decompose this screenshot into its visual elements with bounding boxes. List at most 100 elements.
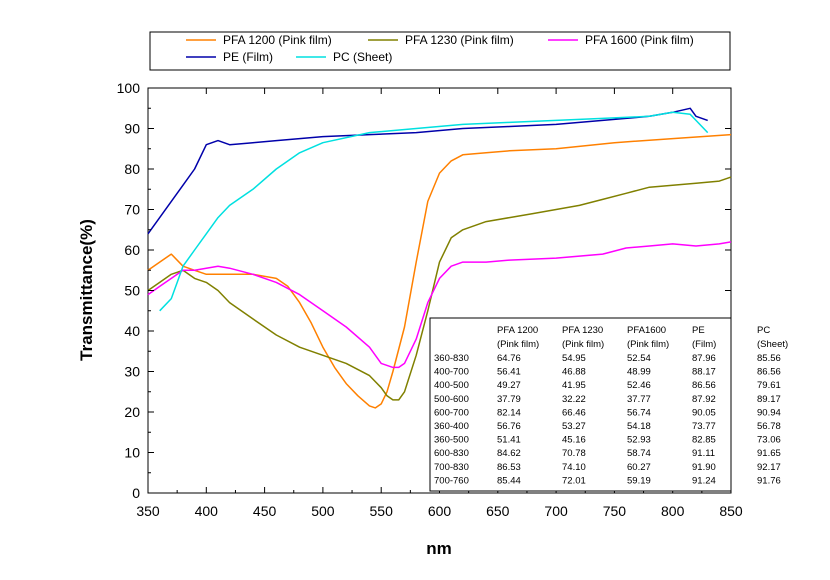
table-cell: 91.90 <box>692 462 716 473</box>
table-cell: 79.61 <box>757 380 781 391</box>
series-layer <box>147 107 732 409</box>
table-cell: 70.78 <box>562 448 586 459</box>
x-tick-label: 850 <box>719 503 743 519</box>
y-tick-label: 40 <box>124 323 140 339</box>
y-tick-label: 50 <box>124 283 140 299</box>
legend-label-3: PE (Film) <box>223 50 273 64</box>
table-cell: 73.06 <box>757 435 781 446</box>
table-cell: 59.19 <box>627 475 651 486</box>
table-cell: 60.27 <box>627 462 651 473</box>
legend-label-1: PFA 1230 (Pink film) <box>405 33 514 47</box>
table-cell: 88.17 <box>692 367 716 378</box>
table-cell: 45.16 <box>562 435 586 446</box>
table-cell: 360-400 <box>434 421 469 432</box>
table-cell: 500-600 <box>434 394 469 405</box>
table-cell: 700-830 <box>434 462 469 473</box>
x-tick-label: 750 <box>603 503 627 519</box>
table-cell: 73.77 <box>692 421 716 432</box>
table-subheader: (Sheet) <box>757 339 788 350</box>
table-cell: 52.93 <box>627 435 651 446</box>
legend: PFA 1200 (Pink film) PFA 1230 (Pink film)… <box>149 31 731 71</box>
legend-box <box>149 31 731 71</box>
table-cell: 87.96 <box>692 353 716 364</box>
table-cell: 360-830 <box>434 353 469 364</box>
legend-label-2: PFA 1600 (Pink film) <box>585 33 694 47</box>
table-cell: 89.17 <box>757 394 781 405</box>
table-cell: 66.46 <box>562 407 586 418</box>
table-cell: 91.11 <box>692 448 715 459</box>
table-cell: 48.99 <box>627 367 651 378</box>
table-cell: 53.27 <box>562 421 586 432</box>
series-line-4 <box>159 111 709 312</box>
table-header: PC <box>757 325 770 336</box>
table-cell: 90.05 <box>692 407 716 418</box>
table-cell: 41.95 <box>562 380 586 391</box>
table-cell: 91.24 <box>692 475 716 486</box>
table-cell: 91.65 <box>757 448 781 459</box>
x-tick-label: 550 <box>370 503 394 519</box>
table-subheader: (Pink film) <box>562 339 604 350</box>
y-tick-label: 20 <box>124 404 140 420</box>
y-tick-label: 10 <box>124 445 140 461</box>
table-cell: 86.56 <box>692 380 716 391</box>
table-subheader: (Pink film) <box>497 339 539 350</box>
table-cell: 85.56 <box>757 353 781 364</box>
table-cell: 64.76 <box>497 353 521 364</box>
table-cell: 91.76 <box>757 475 781 486</box>
table-cell: 37.79 <box>497 394 521 405</box>
table-cell: 56.76 <box>497 421 521 432</box>
table-cell: 54.18 <box>627 421 651 432</box>
table-cell: 87.92 <box>692 394 716 405</box>
table-cell: 84.62 <box>497 448 521 459</box>
table-box <box>429 317 732 492</box>
table-subheader: (Pink film) <box>627 339 669 350</box>
table-cell: 32.22 <box>562 394 586 405</box>
table-subheader: (Film) <box>692 339 716 350</box>
table-cell: 37.77 <box>627 394 651 405</box>
table-header: PFA1600 <box>627 325 666 336</box>
table-cell: 90.94 <box>757 407 781 418</box>
table-cell: 86.56 <box>757 367 781 378</box>
table-cell: 54.95 <box>562 353 586 364</box>
table-cell: 74.10 <box>562 462 586 473</box>
table-cell: 49.27 <box>497 380 521 391</box>
y-axis-title: Transmittance(%) <box>77 219 96 361</box>
table-cell: 58.74 <box>627 448 651 459</box>
x-axis-title: nm <box>426 539 452 558</box>
table-cell: 72.01 <box>562 475 586 486</box>
y-tick-label: 30 <box>124 364 140 380</box>
table-cell: 400-700 <box>434 367 469 378</box>
table-cell: 360-500 <box>434 435 469 446</box>
series-line-0 <box>147 133 732 409</box>
legend-label-4: PC (Sheet) <box>333 50 392 64</box>
x-tick-label: 600 <box>428 503 452 519</box>
table-cell: 51.41 <box>497 435 521 446</box>
table-header: PE <box>692 325 705 336</box>
table-header: PFA 1200 <box>497 325 538 336</box>
table-cell: 700-760 <box>434 475 469 486</box>
table-cell: 85.44 <box>497 475 521 486</box>
x-tick-label: 350 <box>136 503 160 519</box>
y-tick-label: 70 <box>124 202 140 218</box>
table-header: PFA 1230 <box>562 325 603 336</box>
x-tick-label: 400 <box>195 503 219 519</box>
table-cell: 56.74 <box>627 407 651 418</box>
table-cell: 400-500 <box>434 380 469 391</box>
table-cell: 82.85 <box>692 435 716 446</box>
x-tick-label: 500 <box>311 503 335 519</box>
table-cell: 600-830 <box>434 448 469 459</box>
x-tick-label: 450 <box>253 503 277 519</box>
table-cell: 82.14 <box>497 407 521 418</box>
table-cell: 92.17 <box>757 462 781 473</box>
data-table: PFA 1200 PFA 1230 PFA1600 PE PC (Pink film) (P… <box>429 317 788 492</box>
axis-ticks: 350 400 450 500 550 600 650 700 750 800 850 0 10 20 30… <box>117 80 743 519</box>
table-cell: 600-700 <box>434 407 469 418</box>
table-cell: 86.53 <box>497 462 521 473</box>
y-tick-label: 100 <box>117 80 141 96</box>
x-tick-label: 700 <box>544 503 568 519</box>
y-tick-label: 0 <box>132 485 140 501</box>
table-cell: 46.88 <box>562 367 586 378</box>
x-tick-label: 800 <box>661 503 685 519</box>
series-line-1 <box>147 176 732 401</box>
series-line-2 <box>147 241 732 369</box>
